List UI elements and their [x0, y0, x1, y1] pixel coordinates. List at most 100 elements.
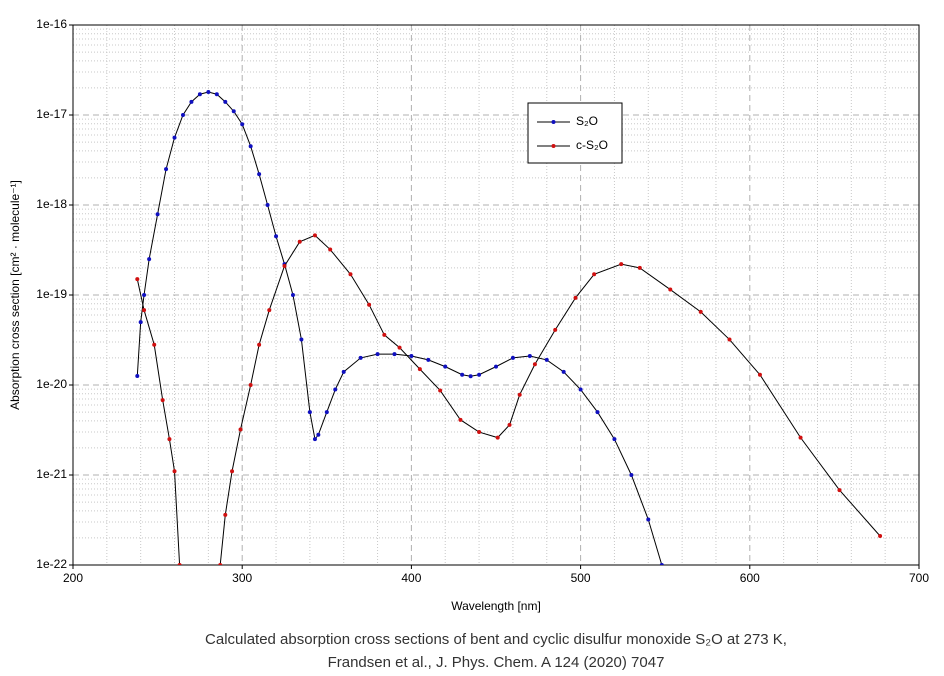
data-point: [341, 369, 346, 374]
x-axis-label: Wavelength [nm]: [451, 599, 541, 613]
x-tick-label: 400: [401, 571, 421, 585]
data-point: [392, 352, 397, 357]
data-point: [238, 427, 243, 432]
data-point: [646, 517, 651, 522]
data-point: [307, 410, 312, 415]
data-point: [507, 422, 512, 427]
data-point: [619, 262, 624, 267]
data-point: [659, 563, 664, 565]
data-point: [477, 430, 482, 435]
series-line: [136, 91, 663, 565]
data-point: [333, 387, 338, 392]
data-point: [167, 437, 172, 442]
data-point: [367, 302, 372, 307]
x-tick-label: 200: [63, 571, 83, 585]
data-point: [206, 90, 211, 95]
data-point: [135, 277, 140, 282]
data-point: [477, 372, 482, 377]
x-tick-label: 500: [571, 571, 591, 585]
legend-label: c-S₂O: [576, 138, 608, 152]
data-point: [468, 374, 473, 379]
data-point: [668, 287, 673, 292]
data-point: [138, 320, 143, 325]
data-point: [328, 247, 333, 252]
data-point: [265, 203, 270, 207]
data-point: [164, 167, 169, 172]
caption-line-2: Frandsen et al., J. Phys. Chem. A 124 (2…: [328, 654, 665, 671]
data-point: [274, 234, 279, 239]
data-point: [312, 437, 317, 442]
legend-marker: [551, 144, 556, 148]
data-point: [629, 473, 634, 477]
data-point: [155, 212, 160, 217]
data-point: [152, 342, 157, 347]
data-point: [637, 265, 642, 270]
data-point: [595, 410, 600, 415]
data-point: [532, 362, 537, 367]
data-point: [494, 364, 498, 369]
data-point: [438, 388, 443, 393]
data-point: [358, 355, 363, 360]
data-point: [527, 354, 532, 359]
data-point: [248, 383, 253, 387]
data-point: [180, 113, 185, 117]
x-tick-label: 600: [740, 571, 760, 585]
y-tick-label: 1e-18: [36, 197, 67, 211]
y-tick-label: 1e-21: [36, 467, 67, 481]
data-point: [443, 364, 448, 369]
data-point: [510, 355, 515, 360]
data-point: [257, 342, 262, 347]
series-line: [136, 234, 881, 565]
data-point: [324, 410, 329, 415]
data-point: [573, 295, 578, 300]
y-tick-label: 1e-22: [36, 557, 67, 571]
caption-line-1: Calculated absorption cross sections of …: [205, 631, 787, 648]
data-point: [757, 372, 762, 377]
legend: S₂O c-S₂O: [527, 102, 623, 164]
data-point: [218, 563, 223, 565]
data-point: [257, 172, 262, 177]
data-point: [517, 392, 522, 397]
data-point: [878, 534, 883, 539]
plot-frame: [72, 24, 920, 566]
data-point: [240, 122, 245, 127]
data-point: [798, 435, 803, 440]
legend-label: S₂O: [576, 114, 598, 128]
data-point: [267, 308, 272, 313]
data-point: [397, 345, 402, 350]
data-point: [147, 257, 152, 262]
data-point: [382, 332, 387, 337]
y-tick-label: 1e-19: [36, 287, 67, 301]
y-tick-label: 1e-17: [36, 107, 67, 121]
data-point: [409, 354, 414, 359]
data-point: [316, 432, 321, 437]
y-axis-label: Absorption cross section [cm² · molecule…: [8, 180, 22, 410]
data-point: [223, 99, 228, 104]
data-point: [223, 512, 228, 517]
data-point: [214, 92, 219, 97]
data-point: [160, 398, 165, 403]
data-point: [135, 373, 140, 378]
data-point: [172, 469, 177, 474]
data-point: [426, 357, 431, 362]
legend-box: [527, 102, 623, 164]
data-point: [458, 417, 463, 422]
data-point: [231, 109, 236, 114]
data-point: [544, 357, 549, 362]
data-point: [460, 372, 465, 377]
data-point: [837, 488, 842, 493]
data-point: [142, 308, 147, 313]
data-point: [230, 469, 235, 474]
data-point: [197, 92, 202, 97]
data-point: [290, 293, 295, 297]
data-point: [297, 239, 302, 244]
data-point: [578, 387, 583, 392]
data-point: [177, 563, 182, 565]
data-point: [561, 369, 566, 374]
legend-marker: [551, 120, 556, 124]
data-point: [375, 352, 380, 357]
data-point: [142, 293, 147, 297]
data-point: [698, 309, 703, 314]
